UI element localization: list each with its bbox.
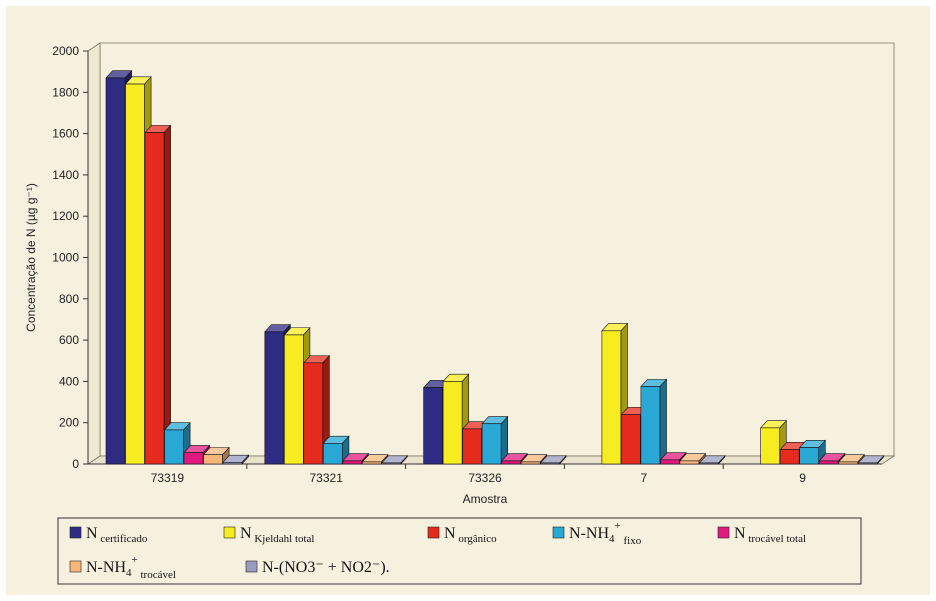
bar — [500, 452, 528, 465]
bar — [461, 420, 489, 465]
y-tick-label: 600 — [59, 333, 79, 347]
bar-front — [322, 443, 343, 465]
chart-frame: 0 200 400 600 800 1000 1200 1400 1600 1800 2000 Con… — [6, 6, 930, 595]
y-tick-label: 1400 — [52, 168, 79, 182]
y-tick-label: 1200 — [52, 209, 79, 223]
bar-front — [601, 330, 622, 465]
bar-front — [442, 381, 463, 465]
x-tick-label: 73321 — [310, 471, 344, 485]
bar-front — [799, 447, 820, 465]
legend-label: N-NH4+ trocável — [86, 554, 176, 581]
bar — [857, 454, 885, 465]
bar-front — [640, 386, 661, 465]
legend-swatch — [223, 526, 236, 539]
bar — [361, 453, 389, 465]
bar — [838, 453, 865, 465]
x-tick-label: 9 — [799, 471, 806, 485]
legend-label: N certificado — [86, 525, 148, 545]
x-tick-label: 73326 — [468, 471, 502, 485]
legend-label: N-NH4+ fixo — [569, 520, 642, 547]
bar — [520, 453, 548, 465]
legend-swatch — [717, 526, 730, 539]
bar-side — [659, 378, 667, 465]
y-tick-label: 1800 — [52, 85, 79, 99]
legend-item: N-(NO3⁻ + NO2⁻). — [245, 559, 390, 576]
x-tick-label: 7 — [640, 471, 647, 485]
bar-front — [838, 461, 859, 465]
bar-front — [164, 429, 184, 465]
bar — [381, 454, 409, 465]
bar — [202, 446, 230, 465]
bar-front — [381, 462, 402, 465]
legend-item: N orgânico — [427, 525, 497, 545]
bar — [322, 435, 350, 465]
bar — [303, 354, 331, 465]
y-tick-label: 1000 — [52, 251, 79, 265]
legend-swatch — [69, 560, 82, 573]
bar — [640, 378, 668, 465]
legend-item: N certificado — [69, 525, 148, 545]
bar — [679, 452, 707, 465]
x-tick-label: 73319 — [151, 471, 185, 485]
bar-front — [679, 460, 700, 465]
legend-item: N trocável total — [717, 525, 806, 545]
legend-label: N Kjeldahl total — [240, 525, 315, 545]
legend-swatch — [427, 526, 440, 539]
y-axis-label: Concentração de N (µg g⁻¹) — [24, 183, 38, 332]
y-tick-label: 800 — [59, 292, 79, 306]
legend-box — [57, 517, 862, 585]
bar-front — [520, 461, 541, 465]
legend-swatch — [552, 526, 565, 539]
y-tick-label: 200 — [59, 416, 79, 430]
bar-front — [423, 387, 443, 465]
legend-swatch — [69, 526, 82, 539]
bar-front — [183, 452, 204, 465]
legend-item: N-NH4+ fixo — [552, 520, 642, 547]
legend-item: N-NH4+ trocável — [69, 554, 176, 581]
legend-swatch — [245, 560, 258, 573]
bar — [144, 124, 172, 465]
bar-front — [125, 83, 145, 465]
bar-front — [660, 459, 680, 465]
bar-front — [818, 460, 839, 465]
y-tick-label: 2000 — [52, 44, 79, 58]
bar-front — [342, 460, 363, 465]
left-wall — [87, 42, 101, 465]
bar-front — [264, 331, 285, 465]
y-tick-label: 0 — [72, 457, 79, 471]
bar-front — [760, 427, 781, 465]
bar — [698, 454, 726, 465]
bar-front — [203, 454, 223, 465]
bar-front — [361, 461, 382, 465]
bar — [222, 454, 250, 465]
bar-front — [857, 462, 878, 465]
bar — [481, 415, 509, 465]
bar-side — [163, 124, 171, 465]
bar-front — [144, 132, 165, 465]
bar-front — [481, 423, 502, 465]
bar-front — [222, 462, 243, 465]
legend-item: N Kjeldahl total — [223, 525, 315, 545]
y-tick-label: 1600 — [52, 127, 79, 141]
bar-front — [540, 462, 560, 465]
x-axis-label: Amostra — [463, 492, 508, 506]
bar-front — [501, 460, 521, 465]
bar-front — [283, 334, 304, 465]
bar-front — [462, 428, 482, 465]
legend-label: N-(NO3⁻ + NO2⁻). — [262, 559, 390, 576]
bar — [539, 454, 567, 465]
legend-label: N trocável total — [734, 525, 806, 545]
bar-front — [779, 449, 800, 465]
y-tick-label: 400 — [59, 374, 79, 388]
back-wall — [99, 42, 895, 457]
bar-chart: 0 200 400 600 800 1000 1200 1400 1600 1800 2000 Con… — [24, 42, 896, 585]
legend-label: N orgânico — [444, 525, 497, 545]
bar-front — [105, 77, 126, 465]
bar-front — [699, 462, 719, 465]
bar-front — [621, 414, 641, 465]
bar-front — [303, 362, 324, 465]
